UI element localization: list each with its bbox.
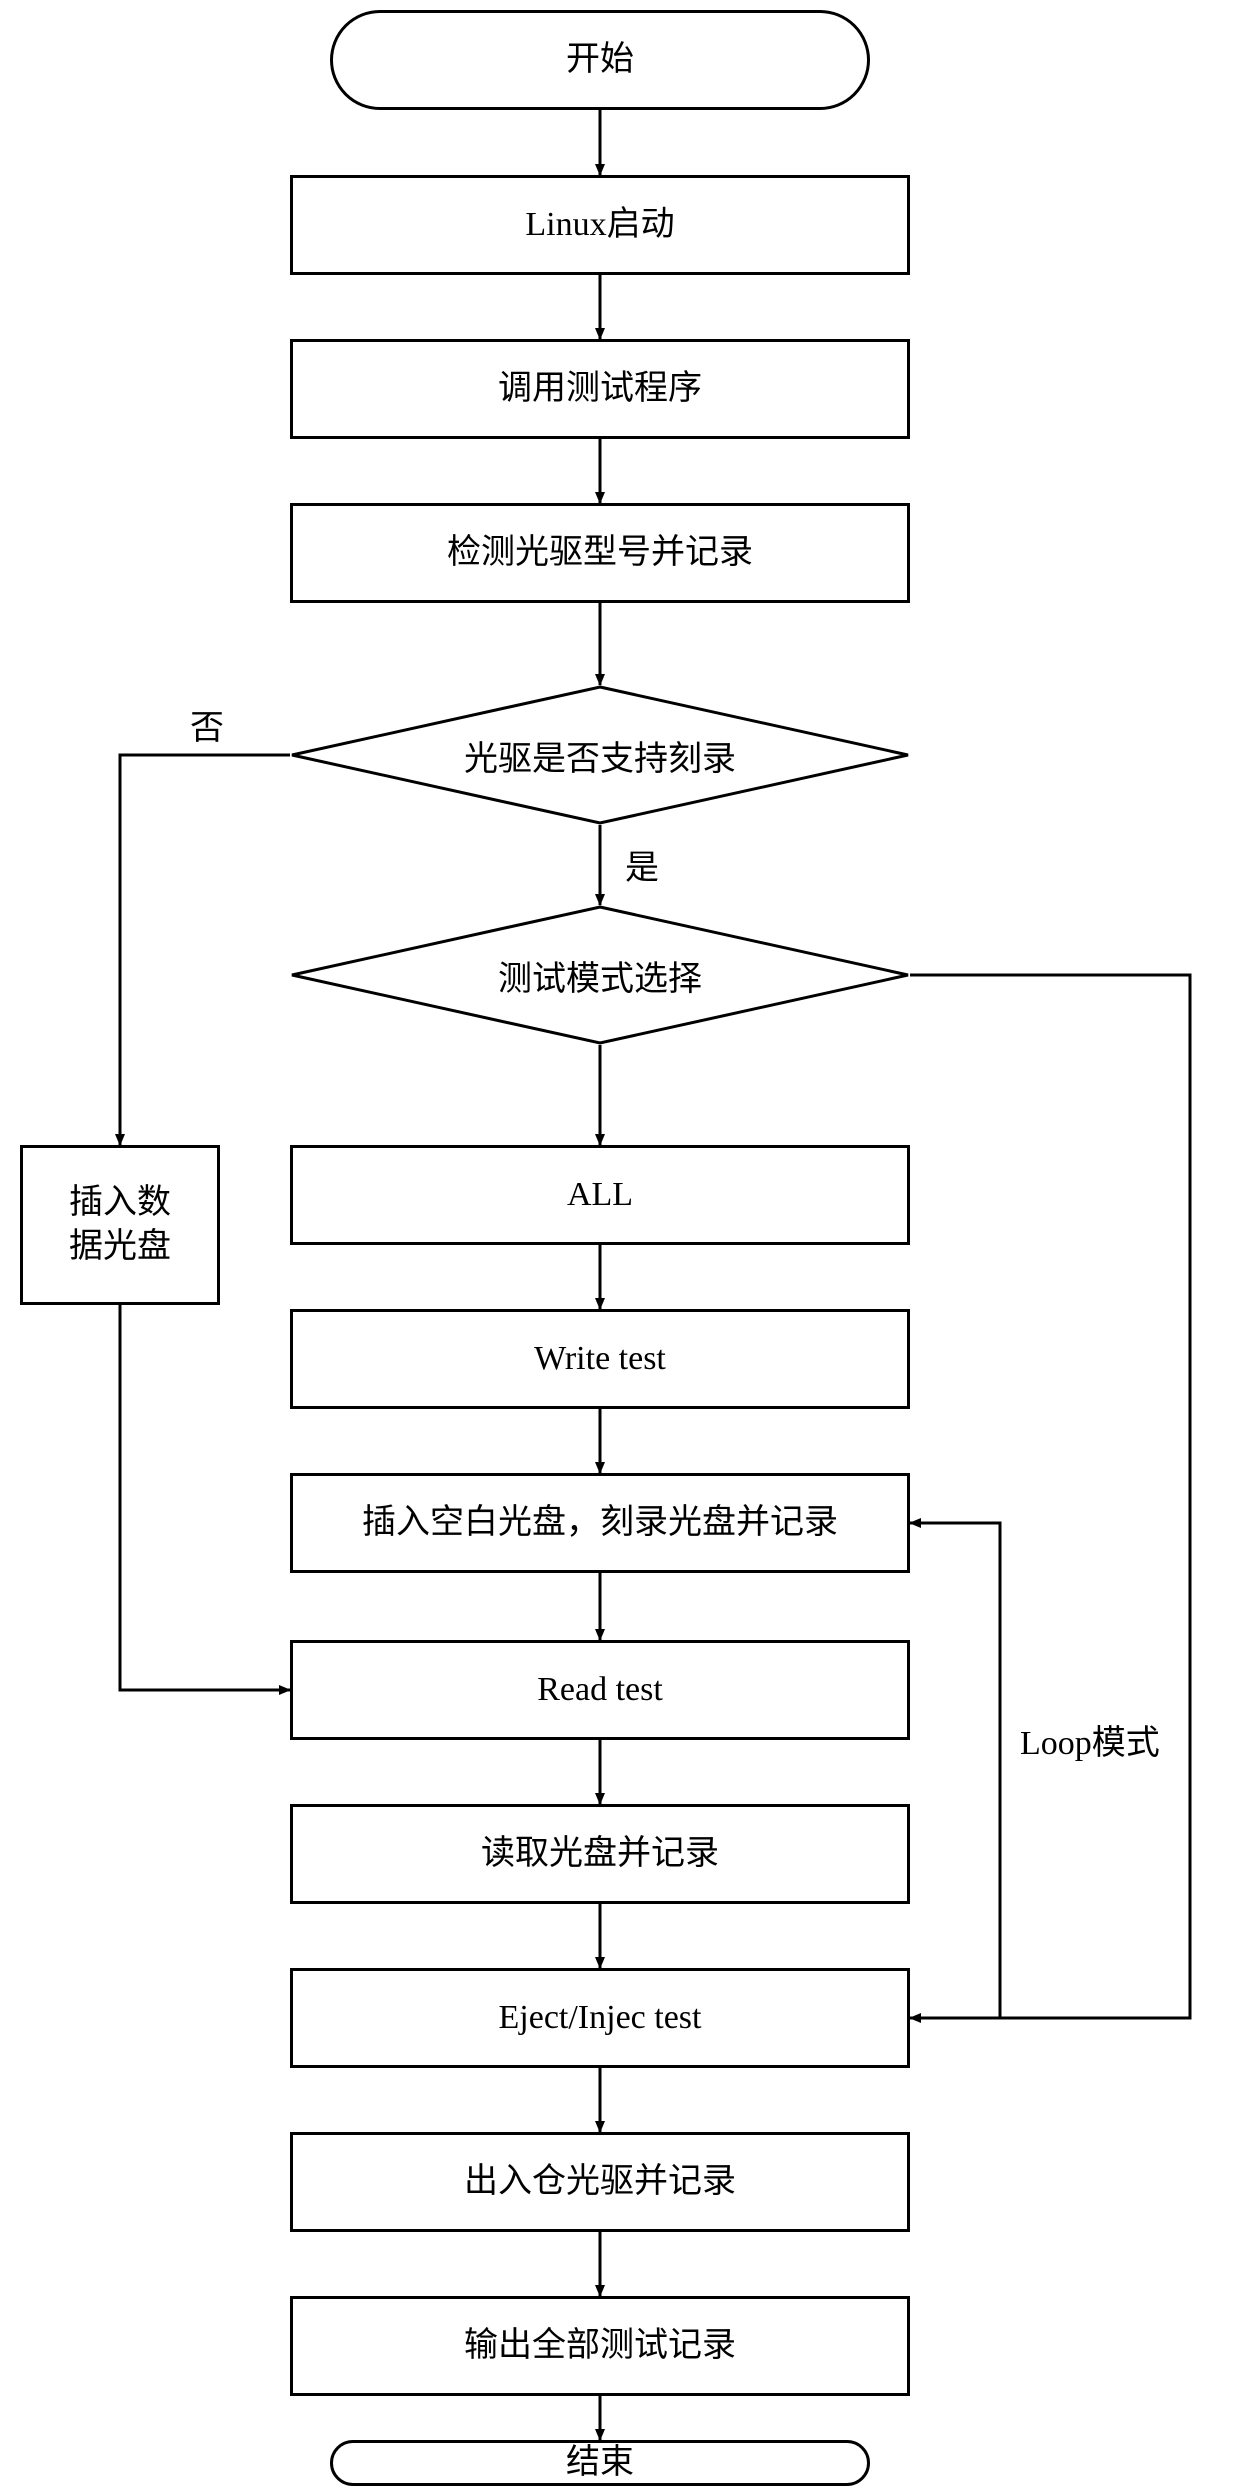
node-read_test: Read test (290, 1640, 910, 1740)
node-read_record: 读取光盘并记录 (290, 1804, 910, 1904)
node-start: 开始 (330, 10, 870, 110)
node-eject: Eject/Injec test (290, 1968, 910, 2068)
node-detect: 检测光驱型号并记录 (290, 503, 910, 603)
edge (910, 975, 1190, 2018)
edge (910, 1523, 1000, 2018)
node-in_out: 出入仓光驱并记录 (290, 2132, 910, 2232)
node-output_all: 输出全部测试记录 (290, 2296, 910, 2396)
label-no: 否 (190, 700, 224, 749)
node-all: ALL (290, 1145, 910, 1245)
node-linux: Linux启动 (290, 175, 910, 275)
node-dec_burn: 光驱是否支持刻录 (290, 685, 910, 825)
label-yes: 是 (625, 840, 659, 889)
node-end: 结束 (330, 2440, 870, 2486)
node-dec_mode: 测试模式选择 (290, 905, 910, 1045)
node-write_test: Write test (290, 1309, 910, 1409)
edge (120, 1305, 290, 1690)
node-insert_data: 插入数据光盘 (20, 1145, 220, 1305)
node-text-dec_burn: 光驱是否支持刻录 (290, 685, 910, 825)
label-loop: Loop模式 (1020, 1715, 1160, 1764)
flowchart-container: 开始Linux启动调用测试程序检测光驱型号并记录光驱是否支持刻录测试模式选择插入… (0, 0, 1240, 2489)
node-text-dec_mode: 测试模式选择 (290, 905, 910, 1045)
node-call_test: 调用测试程序 (290, 339, 910, 439)
edge (120, 755, 290, 1145)
node-insert_blank: 插入空白光盘，刻录光盘并记录 (290, 1473, 910, 1573)
